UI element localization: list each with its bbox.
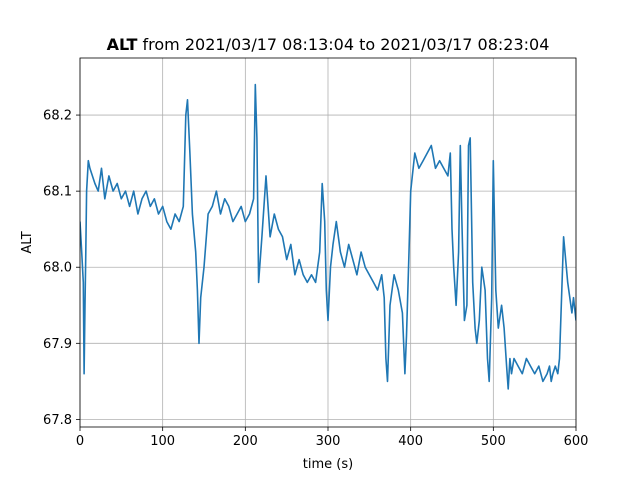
y-tick-label: 68.1 [43,185,72,200]
y-tick-label: 67.9 [43,337,72,352]
y-tick-label: 67.8 [43,413,72,428]
chart-title-bold: ALT [107,35,138,54]
axes-frame [79,57,577,428]
x-axis-label: time (s) [303,457,353,472]
x-tick-label: 300 [316,434,341,449]
y-tick-label: 68.0 [43,261,72,276]
chart-title: ALT from 2021/03/17 08:13:04 to 2021/03/… [107,35,550,54]
grid [79,58,577,427]
x-tick-label: 400 [398,434,423,449]
x-tick-label: 500 [481,434,506,449]
series-line [80,83,576,390]
x-tick-label: 600 [564,434,589,449]
x-tick-label: 0 [76,434,84,449]
x-tick-label: 100 [150,434,175,449]
plot-area [80,83,576,390]
y-axis-label: ALT [20,231,35,253]
x-tick-label: 200 [233,434,258,449]
chart-title-rest: from 2021/03/17 08:13:04 to 2021/03/17 0… [137,35,549,54]
axes: 0 100 200 300 400 500 600 67.8 67.9 68.0 68.1 68.2 [43,57,589,449]
y-tick-label: 68.2 [43,109,72,124]
